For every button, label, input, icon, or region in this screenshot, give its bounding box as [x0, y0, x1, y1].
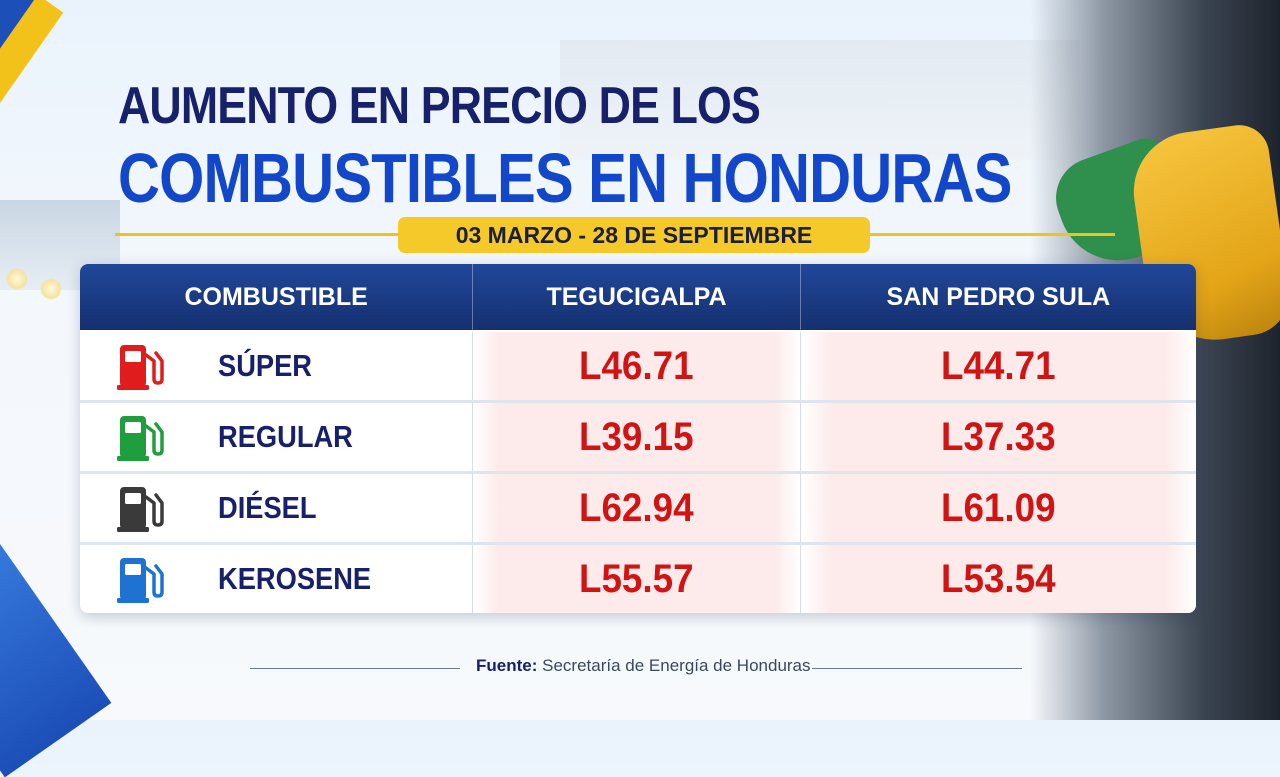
price-value: L44.71	[941, 343, 1056, 388]
title-line-1: AUMENTO EN PRECIO DE LOS	[118, 77, 761, 135]
title-line-2: COMBUSTIBLES EN HONDURAS	[118, 139, 1012, 217]
price-value: L55.57	[579, 556, 694, 601]
footer-divider-right	[812, 668, 1022, 669]
source-text: Secretaría de Energía de Honduras	[542, 656, 811, 675]
table-row: KEROSENE L55.57 L53.54	[80, 545, 1196, 613]
fuel-name: KEROSENE	[218, 561, 372, 596]
fuel-pump-icon	[117, 487, 164, 532]
price-value: L37.33	[941, 414, 1056, 459]
price-tegucigalpa: L62.94	[473, 474, 801, 542]
price-value: L61.09	[941, 485, 1056, 530]
background-light	[6, 268, 28, 290]
price-value: L46.71	[579, 343, 694, 388]
price-san-pedro-sula: L61.09	[800, 474, 1196, 542]
fuel-name: REGULAR	[218, 419, 353, 454]
source-note: Fuente: Secretaría de Energía de Hondura…	[476, 656, 811, 676]
fuel-price-table: COMBUSTIBLE TEGUCIGALPA SAN PEDRO SULA S…	[80, 264, 1196, 613]
background-building	[560, 40, 1080, 160]
footer-divider-left	[250, 668, 460, 669]
table-row: DIÉSEL L62.94 L61.09	[80, 474, 1196, 545]
fuel-cell: KEROSENE	[80, 545, 474, 613]
table-row: SÚPER L46.71 L44.71	[80, 332, 1196, 403]
fuel-pump-icon	[117, 558, 164, 603]
header-combustible: COMBUSTIBLE	[80, 264, 474, 330]
price-san-pedro-sula: L37.33	[800, 403, 1196, 471]
fuel-pump-icon	[117, 345, 164, 390]
price-value: L53.54	[941, 556, 1056, 601]
fuel-name: DIÉSEL	[218, 490, 317, 525]
background-light	[40, 278, 62, 300]
table-body: SÚPER L46.71 L44.71 REGULAR L39.15 L37.3…	[80, 330, 1196, 613]
fuel-pump-icon	[117, 416, 164, 461]
table-row: REGULAR L39.15 L37.33	[80, 403, 1196, 474]
price-value: L62.94	[579, 485, 694, 530]
date-range-badge: 03 MARZO - 28 DE SEPTIEMBRE	[398, 217, 870, 253]
header-san-pedro-sula: SAN PEDRO SULA	[886, 282, 1111, 311]
price-san-pedro-sula: L44.71	[800, 332, 1196, 400]
fuel-cell: SÚPER	[80, 332, 474, 400]
table-header: COMBUSTIBLE TEGUCIGALPA SAN PEDRO SULA	[80, 264, 1196, 330]
fuel-name: SÚPER	[218, 348, 312, 383]
price-tegucigalpa: L55.57	[473, 545, 801, 613]
price-tegucigalpa: L46.71	[473, 332, 801, 400]
price-value: L39.15	[579, 414, 694, 459]
price-tegucigalpa: L39.15	[473, 403, 801, 471]
header-tegucigalpa: TEGUCIGALPA	[473, 264, 801, 330]
fuel-cell: REGULAR	[80, 403, 474, 471]
source-label: Fuente:	[476, 656, 538, 675]
fuel-cell: DIÉSEL	[80, 474, 474, 542]
price-san-pedro-sula: L53.54	[800, 545, 1196, 613]
